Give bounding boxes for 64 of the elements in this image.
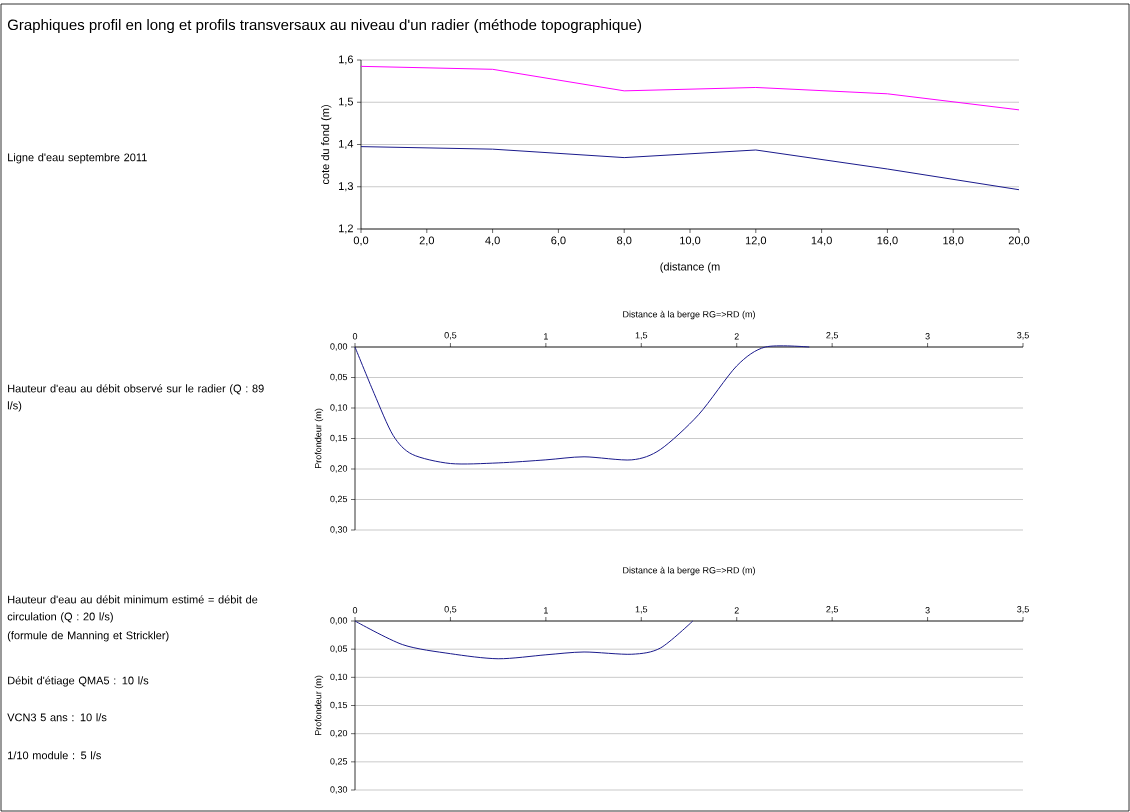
y-tick-label: 0,00 bbox=[330, 343, 348, 351]
x-tick-label: 0 bbox=[352, 607, 358, 614]
x-axis-title: (distance (m bbox=[660, 262, 720, 273]
x-tick-label: 10,0 bbox=[680, 236, 701, 246]
x-tick-label: 6,0 bbox=[551, 236, 566, 246]
y-tick-label: 0,25 bbox=[330, 495, 348, 504]
x-tick-label: 1,5 bbox=[635, 606, 648, 614]
text: Ligne d'eau septembre 2011 bbox=[8, 153, 147, 164]
x-tick-label: 0,5 bbox=[444, 332, 457, 340]
x-tick-label: 2 bbox=[734, 333, 739, 340]
x-tick-label: 1 bbox=[544, 607, 548, 614]
y-tick-label: 0,20 bbox=[330, 729, 348, 738]
y-tick-label: 0,25 bbox=[330, 758, 348, 766]
y-tick-label: 0,15 bbox=[330, 434, 348, 443]
x-tick-label: 3,5 bbox=[1017, 606, 1029, 614]
y-axis-title: Profondeur (m) bbox=[314, 408, 324, 469]
x-tick-label: 18,0 bbox=[943, 236, 964, 246]
y-tick-label: 0,15 bbox=[330, 701, 348, 710]
x-tick-label: 0,0 bbox=[353, 236, 369, 246]
x-tick-label: 20,0 bbox=[1008, 236, 1030, 246]
text: 1/10 module : 5 l/s bbox=[8, 751, 101, 760]
x-tick-label: 3,5 bbox=[1017, 332, 1029, 340]
x-tick-label: 2 bbox=[734, 607, 739, 614]
text: Hauteur d'eau au débit minimum estimé = débit de circulation (Q : 20 l/s) bbox=[7, 595, 258, 623]
y-tick-label: 0,10 bbox=[330, 673, 348, 682]
x-tick-label: 12,0 bbox=[745, 236, 767, 246]
y-tick-label: 1,3 bbox=[339, 182, 354, 192]
x-tick-label: 0,5 bbox=[444, 606, 457, 614]
y-axis-title: cote du fond (m) bbox=[321, 105, 332, 185]
x-tick-label: 1 bbox=[544, 333, 548, 340]
x-tick-label: 2,5 bbox=[826, 606, 839, 614]
chart-title: Graphiques profil en long et profils transversaux au niveau d'un radier (méthode topographique) bbox=[7, 18, 642, 34]
x-tick-label: 2,0 bbox=[419, 236, 435, 246]
y-tick-label: 0,00 bbox=[330, 617, 348, 625]
y-axis-title: Profondeur (m) bbox=[314, 675, 324, 736]
x-tick-label: 3 bbox=[925, 333, 930, 340]
y-tick-label: 0,30 bbox=[330, 786, 348, 794]
y-tick-label: 1,6 bbox=[339, 55, 354, 65]
line-series bbox=[354, 345, 810, 465]
x-tick-label: 14,0 bbox=[811, 236, 832, 246]
x-tick-label: 1,5 bbox=[635, 332, 648, 340]
x-tick-label: 4,0 bbox=[485, 236, 500, 246]
x-tick-label: 2,5 bbox=[826, 332, 839, 340]
x-axis-title: Distance à la berge RG=>RD (m) bbox=[623, 566, 755, 576]
x-tick-label: 0 bbox=[352, 333, 358, 340]
x-tick-label: 8,0 bbox=[617, 236, 632, 246]
line-series bbox=[354, 620, 694, 660]
x-axis-title: Distance à la berge RG=>RD (m) bbox=[623, 310, 755, 320]
line-series bbox=[360, 65, 1020, 111]
y-tick-label: 0,05 bbox=[330, 645, 348, 653]
text: (formule de Manning et Strickler) bbox=[7, 631, 169, 642]
y-tick-label: 0,30 bbox=[330, 526, 348, 534]
text: Hauteur d'eau au débit observé sur le radier (Q : 89 l/s) bbox=[7, 384, 264, 412]
y-tick-label: 1,2 bbox=[339, 224, 353, 234]
text: VCN3 5 ans : 10 l/s bbox=[7, 713, 107, 722]
y-tick-label: 0,20 bbox=[330, 465, 348, 473]
y-tick-label: 0,10 bbox=[330, 404, 348, 412]
y-tick-label: 1,5 bbox=[339, 97, 354, 107]
y-tick-label: 1,4 bbox=[339, 140, 354, 149]
text: Débit d'étiage QMA5 : 10 l/s bbox=[8, 676, 149, 687]
line-series bbox=[360, 146, 1020, 191]
x-tick-label: 3 bbox=[925, 607, 930, 614]
y-tick-label: 0,05 bbox=[330, 373, 348, 382]
x-tick-label: 16,0 bbox=[877, 236, 898, 246]
